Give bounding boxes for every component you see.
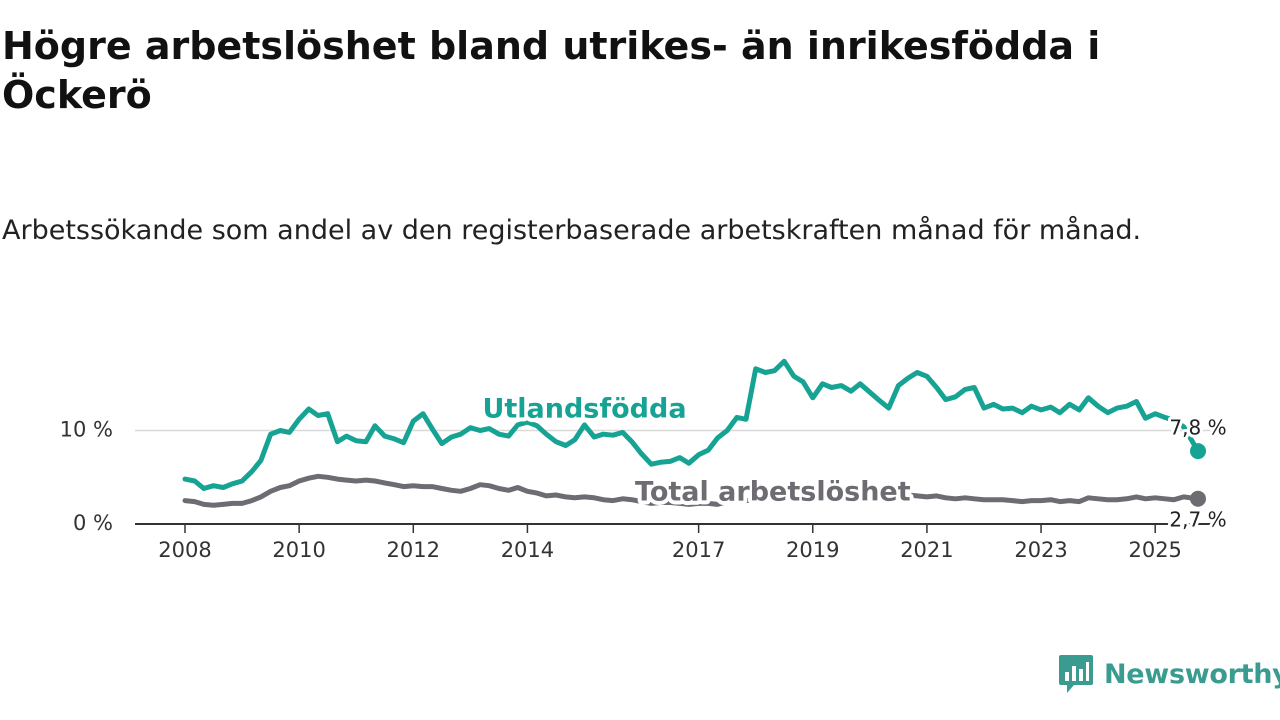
series-lines [182,358,1206,508]
newsworthy-logo-icon [1059,655,1093,693]
x-tick-label: 2025 [1128,538,1181,562]
chart-subtitle: Arbetssökande som andel av den registerb… [2,215,1142,246]
x-tick-label: 2014 [501,538,554,562]
newsworthy-logo: Newsworthy [1058,652,1280,696]
series-label: Total arbetslöshet [635,477,911,508]
y-tick-label: 0 % [73,511,113,535]
series-line-total [182,473,1201,508]
end-value-label: 7,8 % [1169,416,1226,440]
x-tick-label: 2019 [786,538,839,562]
end-point-marker [1190,443,1206,460]
y-axis-tick-labels: 0 % 10 % [60,418,113,536]
end-point-marker [1190,490,1206,507]
series-line-utlandsfodda [182,358,1201,491]
x-tick-label: 2012 [387,538,440,562]
newsworthy-logo-text: Newsworthy [1104,658,1280,690]
x-tick-label: 2021 [900,538,953,562]
x-tick-label: 2017 [672,538,725,562]
x-axis [135,523,1222,533]
x-tick-label: 2008 [158,538,211,562]
x-axis-tick-labels: 2008 2010 2012 2014 2017 2019 2021 2023 2025 [158,538,1182,562]
x-tick-label: 2023 [1014,538,1067,562]
y-tick-label: 10 % [60,418,113,442]
x-tick-label: 2010 [272,538,325,562]
chart-title: Högre arbetslöshet bland utrikes- än inr… [2,24,1101,117]
line-chart: 0 % 10 % 2008 2010 2012 2014 2017 2019 2021 2023… [60,358,1230,562]
end-value-label: 2,7 % [1169,507,1226,531]
series-label: Utlandsfödda [482,393,686,424]
series-annotations: 7,8 % 2,7 % Utlandsfödda Total arbetslöshet [478,389,1229,534]
